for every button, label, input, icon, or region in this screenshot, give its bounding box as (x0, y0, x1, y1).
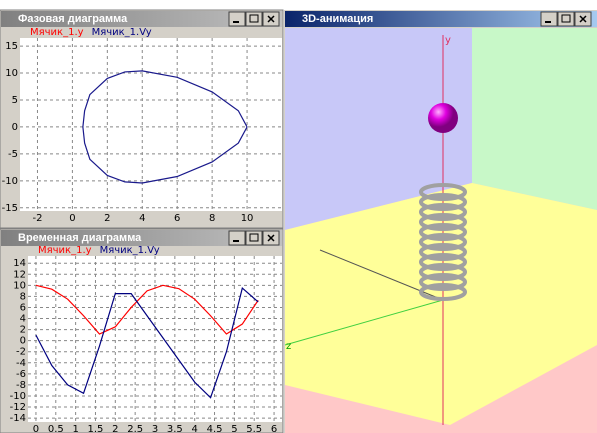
axis-label: z (286, 341, 291, 352)
legend-entry: Мячик_1.Vy (100, 245, 160, 256)
x-tick-label: 2.5 (127, 424, 143, 433)
y-tick-label: -6 (16, 369, 26, 380)
y-tick-label: 2 (20, 325, 26, 336)
icon (579, 15, 587, 23)
y-tick-label: 0 (20, 336, 26, 347)
icon (249, 233, 259, 242)
window-button[interactable] (228, 230, 246, 246)
scene: y z (284, 28, 597, 433)
icon (561, 14, 571, 23)
y-tick-label: 6 (20, 302, 26, 313)
icon (267, 234, 275, 242)
y-tick-label: 10 (5, 68, 18, 79)
x-tick-label: 0 (33, 424, 39, 433)
x-tick-label: 5.5 (246, 424, 262, 433)
axis-line (284, 299, 444, 346)
y-tick-label: 8 (20, 291, 26, 302)
legend-entry: Мячик_1.y (38, 245, 92, 256)
coil (419, 183, 467, 201)
x-tick-label: 1 (72, 424, 78, 433)
wall-left (285, 28, 472, 230)
spring (419, 183, 467, 301)
window-button[interactable] (245, 230, 263, 246)
coil (419, 233, 467, 251)
icon (267, 15, 275, 23)
x-tick-label: 3.5 (167, 424, 183, 433)
window-button[interactable] (245, 11, 263, 27)
x-tick-label: 10 (241, 213, 254, 224)
x-tick-label: 4.5 (207, 424, 223, 433)
y-tick-label: 15 (5, 41, 18, 52)
coil (419, 253, 467, 271)
legend-entry: Мячик_1.Vy (92, 27, 152, 38)
y-tick-label: 12 (13, 269, 26, 280)
floor (285, 183, 597, 425)
y-tick-label: -4 (16, 358, 26, 369)
x-tick-label: 4 (139, 213, 145, 224)
y-tick-label: -8 (16, 380, 26, 391)
y-tick-label: -5 (8, 149, 18, 160)
window-title: Фазовая диаграмма (18, 13, 128, 25)
x-tick-label: 5 (231, 424, 237, 433)
window-button[interactable] (540, 11, 558, 27)
axis-label: y (445, 35, 451, 46)
icon (249, 14, 259, 23)
data-line (35, 286, 259, 399)
coil (419, 193, 467, 211)
x-tick-label: 2 (112, 424, 118, 433)
wall-right (472, 28, 597, 210)
y-tick-label: 4 (20, 314, 26, 325)
y-tick-label: -10 (10, 391, 26, 402)
y-tick-label: -12 (10, 402, 26, 413)
y-tick-label: -14 (10, 413, 26, 424)
window-title: Временная диаграмма (18, 232, 142, 244)
x-tick-label: 1.5 (88, 424, 104, 433)
x-tick-label: 3 (152, 424, 158, 433)
x-tick-label: -2 (32, 213, 42, 224)
x-tick-label: 0 (69, 213, 75, 224)
window-button[interactable] (557, 11, 575, 27)
coil (419, 203, 467, 221)
coil (419, 263, 467, 281)
data-line (82, 70, 248, 184)
y-tick-label: 14 (13, 258, 26, 269)
x-tick-label: 8 (209, 213, 215, 224)
title-bar[interactable] (1, 230, 282, 246)
title-bar[interactable] (1, 11, 282, 27)
y-tick-label: 5 (12, 95, 18, 106)
x-tick-label: 6 (174, 213, 180, 224)
plot-area (20, 38, 282, 211)
y-tick-label: 10 (13, 280, 26, 291)
y-tick-label: 0 (12, 122, 18, 133)
coil (419, 243, 467, 261)
legend-entry: Мячик_1.y (30, 27, 84, 38)
coil (419, 213, 467, 231)
x-tick-label: 6 (271, 424, 277, 433)
window-title: 3D-анимация (302, 13, 373, 25)
window-button[interactable] (228, 11, 246, 27)
x-tick-label: 0.5 (48, 424, 64, 433)
y-tick-label: -2 (16, 347, 26, 358)
coil (419, 283, 467, 301)
coil (419, 273, 467, 291)
coil (419, 223, 467, 241)
data-line (35, 284, 259, 335)
x-tick-label: 4 (192, 424, 198, 433)
x-tick-label: 2 (104, 213, 110, 224)
title-bar[interactable] (285, 11, 597, 27)
window-buttons (228, 11, 592, 246)
y-tick-label: -10 (2, 176, 18, 187)
ball[interactable] (428, 103, 458, 133)
y-tick-label: -15 (2, 203, 18, 214)
